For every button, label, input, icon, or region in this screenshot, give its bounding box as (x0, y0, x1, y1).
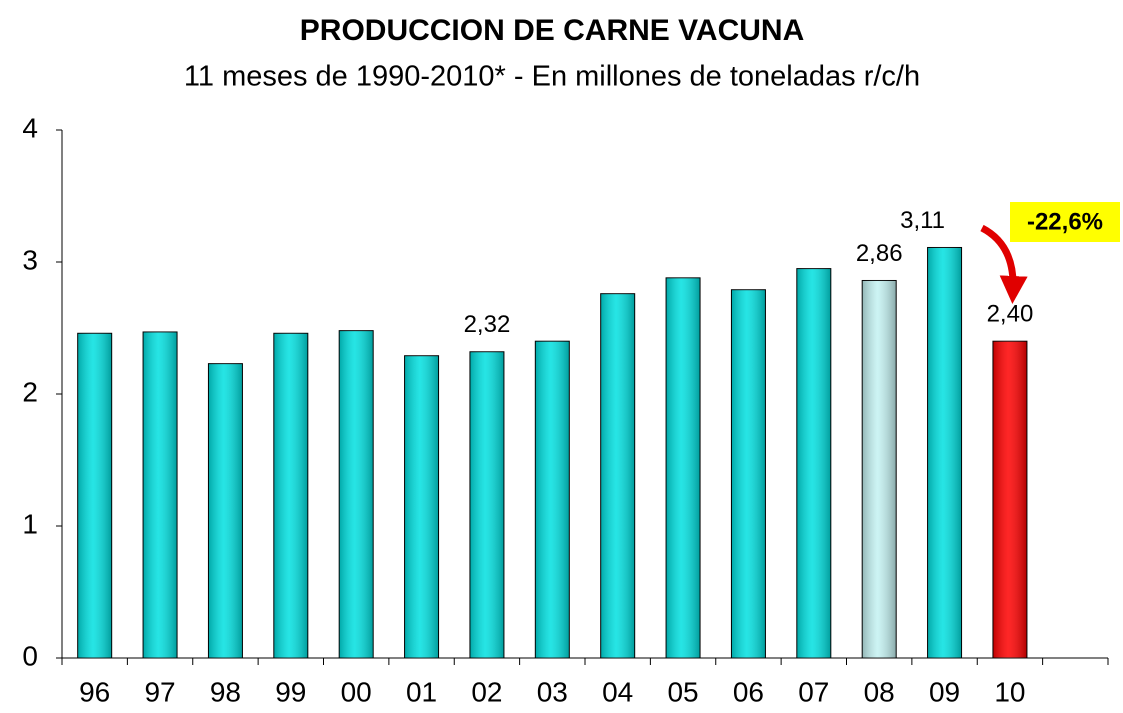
bar (77, 332, 113, 659)
x-tick-label: 97 (144, 676, 175, 707)
value-label: 2,86 (856, 240, 903, 267)
bar (665, 277, 701, 659)
x-tick-label: 96 (79, 676, 110, 707)
bar (730, 289, 766, 659)
x-tick-label: 99 (275, 676, 306, 707)
x-tick-label: 04 (602, 676, 633, 707)
x-tick-label: 10 (994, 676, 1025, 707)
value-label: 2,32 (464, 311, 511, 338)
y-tick-label: 4 (22, 112, 38, 143)
bar (469, 351, 505, 659)
bar (207, 363, 243, 659)
y-tick-label: 1 (22, 508, 38, 539)
bar (796, 268, 832, 659)
x-tick-label: 01 (406, 676, 437, 707)
value-label: 3,11 (900, 207, 945, 234)
x-tick-label: 09 (929, 676, 960, 707)
annotation-box (1010, 202, 1120, 242)
y-tick-label: 2 (22, 376, 38, 407)
bar (927, 246, 963, 659)
bar (404, 355, 440, 659)
bar (338, 330, 374, 659)
bar (142, 331, 178, 659)
annotation: -22,6% (1027, 208, 1103, 235)
x-tick-label: 05 (667, 676, 698, 707)
y-tick-label: 0 (22, 640, 38, 671)
chart-title: PRODUCCION DE CARNE VACUNA (300, 14, 804, 47)
change-arrow (980, 224, 1028, 304)
x-tick-label: 00 (341, 676, 372, 707)
x-tick-label: 98 (210, 676, 241, 707)
x-tick-label: 08 (864, 676, 895, 707)
bar (273, 332, 309, 659)
x-tick-label: 06 (733, 676, 764, 707)
bar (861, 279, 897, 659)
bar (600, 293, 636, 659)
value-label: 2,40 (987, 301, 1034, 328)
bar (992, 340, 1028, 659)
x-tick-label: 03 (537, 676, 568, 707)
bar (534, 340, 570, 659)
chart-subtitle: 11 meses de 1990-2010* - En millones de … (184, 61, 920, 93)
x-tick-label: 02 (471, 676, 502, 707)
y-tick-label: 3 (22, 244, 38, 275)
x-tick-label: 07 (798, 676, 829, 707)
